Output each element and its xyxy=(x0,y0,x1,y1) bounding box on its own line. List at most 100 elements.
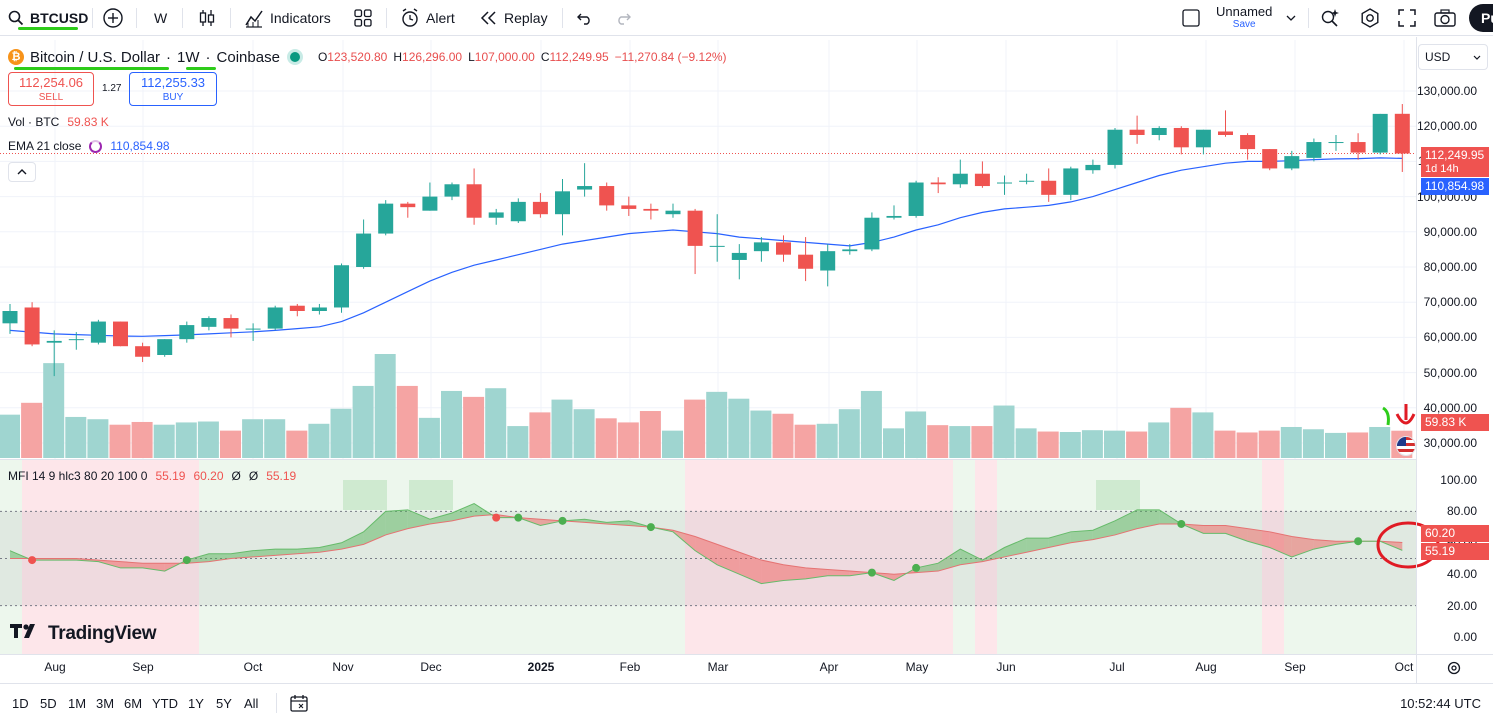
time-axis-label: Aug xyxy=(44,660,66,674)
volume-legend[interactable]: Vol · BTC 59.83 K xyxy=(8,115,109,129)
candle-body xyxy=(1107,129,1123,165)
save-link[interactable]: Save xyxy=(1232,19,1256,30)
candle-body xyxy=(311,307,327,311)
time-axis-label: Apr xyxy=(819,660,839,674)
price-axis-label: 80,000.00 xyxy=(1423,260,1477,274)
ema-legend-value: 110,854.98 xyxy=(110,139,170,153)
volume-bar xyxy=(264,419,286,458)
volume-bar xyxy=(1236,432,1258,458)
mfi-band-fill xyxy=(0,511,1416,606)
time-axis-label: Feb xyxy=(619,660,641,674)
mfi-zone xyxy=(975,460,997,654)
snapshot-button[interactable] xyxy=(1434,0,1456,36)
mfi-fill xyxy=(960,549,983,565)
volume-bar xyxy=(639,411,661,458)
volume-bar xyxy=(905,411,927,458)
compare-button[interactable] xyxy=(102,0,124,36)
candle-body xyxy=(1085,164,1101,171)
settings-button[interactable] xyxy=(1360,0,1380,36)
volume-bar xyxy=(1126,431,1148,458)
range-button-6m[interactable]: 6M xyxy=(124,696,143,711)
volume-bar xyxy=(87,419,109,458)
buy-button[interactable]: 112,255.33 BUY xyxy=(129,72,217,106)
volume-bar xyxy=(1170,407,1192,458)
layout-menu-button[interactable]: Unnamed Save xyxy=(1182,0,1296,36)
volume-bar xyxy=(927,425,949,458)
mfi-fill xyxy=(341,531,364,550)
alert-button[interactable]: Alert xyxy=(400,0,455,36)
replay-button[interactable]: Replay xyxy=(480,0,548,36)
open-label: O xyxy=(317,50,328,64)
mfi-cross-dot xyxy=(558,516,567,525)
range-button-all[interactable]: All xyxy=(244,696,259,711)
date-range-button[interactable] xyxy=(290,694,308,715)
tradingview-logo[interactable]: TradingView xyxy=(10,622,157,645)
mfi-signal-tag: 60.20 xyxy=(1421,525,1489,542)
time-axis-border xyxy=(0,654,1493,655)
buy-label: BUY xyxy=(162,92,184,103)
candle-body xyxy=(1173,127,1189,148)
clock[interactable]: 10:52:44 UTC xyxy=(1400,684,1481,723)
mfi-fill xyxy=(98,560,121,568)
volume-bar xyxy=(1302,429,1324,458)
time-axis-label: Nov xyxy=(332,660,354,674)
volume-bar xyxy=(816,423,838,458)
layouts-button[interactable] xyxy=(354,0,372,36)
time-axis-label: 2025 xyxy=(527,660,555,674)
high-label: H xyxy=(393,50,403,64)
candle-body xyxy=(466,184,482,218)
sell-price: 112,254.06 xyxy=(18,75,84,90)
range-button-1d[interactable]: 1D xyxy=(12,696,29,711)
low-label: L xyxy=(468,50,475,64)
volume-bar xyxy=(0,414,20,458)
redo-button[interactable] xyxy=(614,0,632,36)
collapse-legend-button[interactable] xyxy=(8,162,36,182)
candle-body xyxy=(665,210,681,215)
chart-type-button[interactable] xyxy=(198,0,216,36)
bottom-toolbar: 1D 5D 1M 3M 6M YTD 1Y 5Y All 10:52:44 UTC xyxy=(0,683,1493,722)
mfi-legend[interactable]: MFI 14 9 hlc3 80 20 100 0 55.19 60.20 Ø … xyxy=(8,469,296,483)
price-axis-label: 90,000.00 xyxy=(1423,224,1477,239)
interval-button[interactable]: W xyxy=(154,0,167,36)
price-axis-label: 30,000.00 xyxy=(1423,436,1477,450)
mfi-fill xyxy=(120,561,143,568)
quick-search-button[interactable] xyxy=(1320,0,1340,36)
sell-button[interactable]: 112,254.06 SELL xyxy=(8,72,94,106)
price-axis-border xyxy=(1416,37,1417,683)
candle-body xyxy=(864,217,880,250)
ema-legend[interactable]: EMA 21 close 110,854.98 xyxy=(8,139,170,153)
layout-square-icon xyxy=(1182,9,1200,27)
range-button-1y[interactable]: 1Y xyxy=(188,696,204,711)
undo-button[interactable] xyxy=(576,0,594,36)
mfi-fill xyxy=(871,572,894,581)
range-button-3m[interactable]: 3M xyxy=(96,696,115,711)
fullscreen-button[interactable] xyxy=(1398,0,1416,36)
volume-bar xyxy=(728,398,750,458)
us-flag-icon[interactable] xyxy=(1396,436,1416,456)
symbol-title[interactable]: Bitcoin / U.S. Dollar xyxy=(30,48,161,66)
currency-label: USD xyxy=(1425,50,1451,64)
candle-body xyxy=(1218,131,1233,135)
candle-body xyxy=(378,203,394,234)
mfi-fill xyxy=(1092,520,1115,540)
divider xyxy=(1308,8,1309,28)
range-button-1m[interactable]: 1M xyxy=(68,696,87,711)
range-button-5d[interactable]: 5D xyxy=(40,696,57,711)
legend-interval: 1W xyxy=(177,48,200,66)
axis-settings-button[interactable] xyxy=(1446,660,1462,681)
candle-body xyxy=(1019,180,1035,182)
pane-divider[interactable] xyxy=(0,459,1416,460)
mfi-fill xyxy=(695,536,718,565)
volume-tag-value: 59.83 K xyxy=(1425,415,1467,429)
range-button-5y[interactable]: 5Y xyxy=(216,696,232,711)
currency-select[interactable]: USD xyxy=(1418,44,1488,70)
candle-body xyxy=(1129,129,1145,135)
publish-button[interactable]: Pu xyxy=(1469,4,1493,32)
indicators-button[interactable]: Indicators xyxy=(244,0,331,36)
green-mark-annotation xyxy=(1382,406,1390,426)
mfi-fill xyxy=(429,512,452,524)
symbol-search-button[interactable]: BTCUSD xyxy=(8,0,88,36)
time-axis-label: Dec xyxy=(420,660,442,674)
range-button-ytd[interactable]: YTD xyxy=(152,696,178,711)
